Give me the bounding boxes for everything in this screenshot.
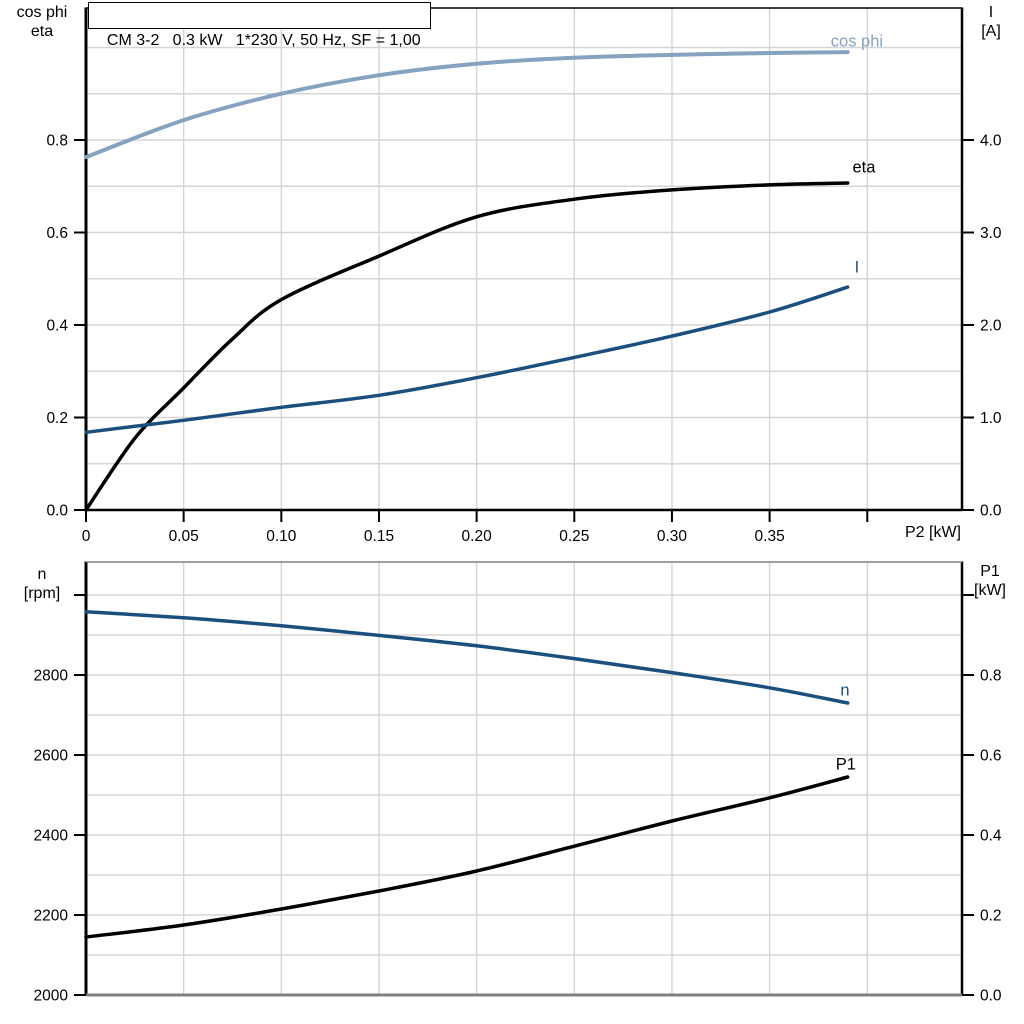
series-cos-phi-curve	[84, 50, 850, 160]
electrical-curves-x-tick-label: 0.05	[169, 528, 199, 545]
electrical-curves-left-tick-label: 0.2	[46, 410, 68, 427]
mechanical-curves-right-tick-label: 0.0	[980, 988, 1002, 1005]
series-label-P1: P1	[836, 756, 856, 774]
mechanical-curves-left-tick-label: 2600	[34, 748, 69, 765]
electrical-curves-right-tick-label: 3.0	[980, 225, 1002, 242]
right-axis-title-line1: I	[988, 4, 994, 21]
right-axis-title-line2: [A]	[981, 23, 1001, 40]
mechanical-curves-right-tick-label: 0.2	[980, 908, 1002, 925]
mechanical-curves-left-tick-label: 2200	[34, 908, 69, 925]
electrical-curves-x-tick-label: 0.25	[559, 528, 589, 545]
series-label-cos-phi: cos phi	[831, 33, 883, 51]
series-I-curve	[84, 285, 850, 435]
series-n-curve	[84, 610, 850, 705]
electrical-curves-x-tick-label: 0.30	[657, 528, 688, 545]
electrical-curves-right-tick-label: 4.0	[980, 132, 1002, 149]
electrical-curves-left-tick-label: 0.4	[46, 317, 68, 334]
series-label-I: I	[855, 259, 860, 277]
top-chart-right-axis-title: I [A]	[964, 3, 1018, 41]
mechanical-curves-right-tick-label: 0.6	[980, 748, 1002, 765]
electrical-curves-right-tick-label: 1.0	[980, 410, 1002, 427]
series-P1-curve	[84, 775, 850, 939]
series-eta-curve	[84, 181, 850, 512]
electrical-curves-x-tick-label: 0.15	[364, 528, 394, 545]
series-label-eta: eta	[852, 158, 876, 176]
electrical-curves-x-tick-label: 0.35	[755, 528, 785, 545]
electrical-curves-right-tick-label: 2.0	[980, 317, 1002, 334]
mechanical-curves-left-tick-label: 2000	[34, 988, 69, 1005]
chart-title-text: CM 3-2 0.3 kW 1*230 V, 50 Hz, SF = 1,00	[106, 32, 421, 49]
right-axis-title-line2: [kW]	[974, 582, 1006, 599]
electrical-curves-x-tick-label: 0.10	[266, 528, 297, 545]
mechanical-curves-left-tick-label: 2800	[34, 668, 69, 685]
left-axis-title-line1: n	[37, 566, 47, 583]
right-axis-title-line1: P1	[980, 563, 1000, 580]
electrical-curves-left-tick-label: 0.0	[46, 503, 68, 520]
electrical-curves-left-tick-label: 0.6	[46, 225, 68, 242]
top-chart-left-axis-title: cos phi eta	[2, 3, 82, 41]
bottom-chart-right-axis-title: P1 [kW]	[960, 562, 1020, 600]
left-axis-title-line2: [rpm]	[23, 585, 61, 602]
chart-title-box: CM 3-2 0.3 kW 1*230 V, 50 Hz, SF = 1,00	[88, 2, 431, 49]
left-axis-title-line2: eta	[30, 23, 54, 40]
electrical-curves-x-tick-label: 0.20	[462, 528, 493, 545]
left-axis-title-line1: cos phi	[16, 4, 68, 21]
bottom-chart-left-axis-title: n [rpm]	[0, 565, 84, 603]
electrical-curves-x-tick-label: 0	[82, 528, 91, 545]
electrical-curves-right-tick-label: 0.0	[980, 503, 1002, 520]
series-label-n: n	[840, 682, 849, 700]
top-chart-x-axis-title: P2 [kW]	[883, 523, 983, 542]
mechanical-curves-left-tick-label: 2400	[34, 828, 69, 845]
mechanical-curves-right-tick-label: 0.4	[980, 828, 1002, 845]
x-axis-title: P2 [kW]	[904, 524, 961, 541]
electrical-curves-left-tick-label: 0.8	[46, 132, 68, 149]
mechanical-curves-right-tick-label: 0.8	[980, 668, 1002, 685]
